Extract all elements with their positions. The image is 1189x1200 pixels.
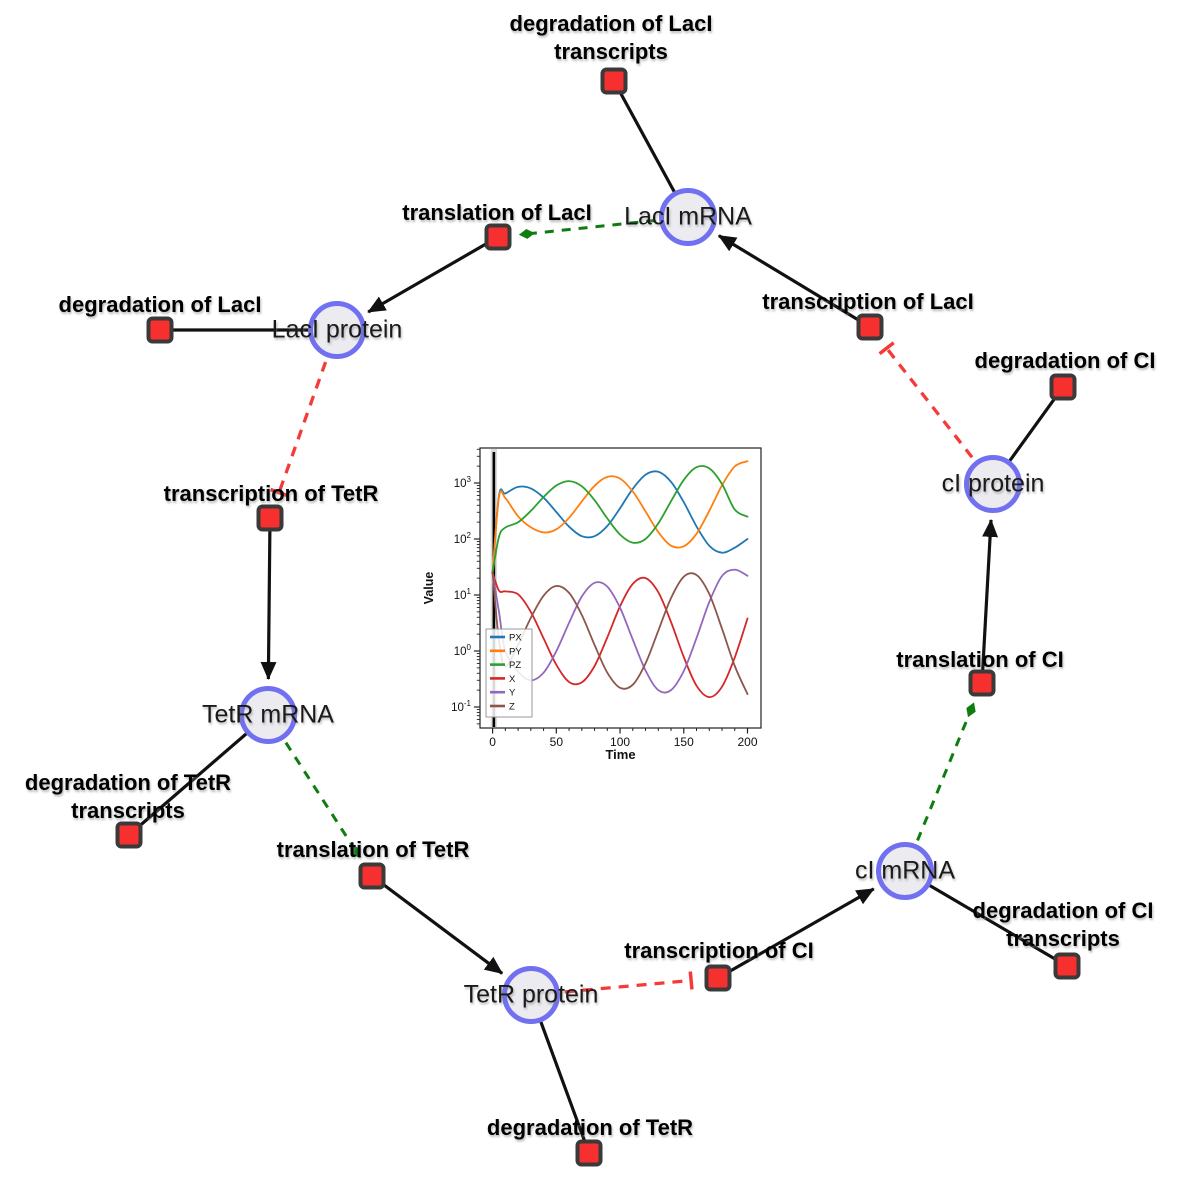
species-label-tetr-protein: TetR protein (463, 980, 599, 1009)
edge-transcription-of-ci-to-ci-mrna (717, 887, 875, 980)
reaction-node-transcription-of-laci[interactable] (856, 313, 884, 341)
x-tick-label: 150 (674, 735, 694, 749)
reaction-label-translation-of-laci: translation of LacI (402, 200, 592, 225)
x-tick-label: 200 (737, 735, 757, 749)
edge-translation-of-tetr-to-tetr-protein (371, 874, 504, 975)
series-PX (491, 470, 749, 574)
reaction-label-degradation-of-ci: degradation of CI (974, 348, 1156, 373)
reaction-node-transcription-of-tetr[interactable] (256, 504, 284, 532)
reaction-node-transcription-of-ci[interactable] (704, 964, 732, 992)
reaction-node-translation-of-ci[interactable] (968, 669, 996, 697)
edge-tetr-mrna-to-degradation-of-tetr-transcripts (127, 713, 270, 837)
edge-tetr-mrna-to-translation-of-tetr (284, 741, 362, 859)
reaction-label-degradation-of-tetr-transcripts: degradation of TetR transcripts (24, 770, 232, 823)
species-node-ci-mrna[interactable] (876, 842, 934, 900)
y-tick-label: 10-1 (451, 699, 471, 714)
edge-ci-mrna-to-degradation-of-ci-transcripts (904, 869, 1068, 968)
legend-label-X: X (509, 674, 516, 685)
species-label-laci-mrna: LacI mRNA (624, 202, 752, 231)
reaction-label-degradation-of-laci-transcripts: degradation of LacI transcripts (509, 11, 713, 64)
series-PY (491, 460, 749, 574)
edge-translation-of-laci-to-laci-protein (367, 235, 499, 314)
y-tick-label: 100 (454, 643, 472, 658)
reaction-label-translation-of-ci: translation of CI (896, 647, 1064, 672)
y-tick-label: 101 (454, 587, 472, 602)
reaction-node-degradation-of-ci[interactable] (1049, 373, 1077, 401)
x-tick-label: 100 (610, 735, 630, 749)
x-axis-title: Time (605, 747, 635, 762)
legend-label-Z: Z (509, 702, 515, 713)
y-axis-title: Value (422, 572, 436, 605)
reaction-label-degradation-of-laci: degradation of LacI (58, 292, 262, 317)
species-label-tetr-mrna: TetR mRNA (202, 700, 334, 729)
edge-ci-mrna-to-translation-of-ci (916, 702, 976, 842)
legend-label-PZ: PZ (509, 660, 521, 671)
reaction-node-degradation-of-laci[interactable] (146, 316, 174, 344)
edge-laci-mrna-to-translation-of-laci (518, 218, 656, 239)
edge-tetr-protein-to-transcription-of-ci (564, 971, 694, 994)
edge-ci-protein-to-transcription-of-laci (878, 341, 974, 459)
edge-transcription-of-tetr-to-tetr-mrna (260, 517, 277, 681)
edge-laci-protein-to-transcription-of-tetr (269, 361, 328, 498)
reaction-label-degradation-of-tetr: degradation of TetR (486, 1115, 694, 1140)
series-PZ (491, 465, 749, 574)
legend-label-PX: PX (509, 633, 522, 644)
species-node-ci-protein[interactable] (964, 455, 1022, 513)
x-tick-label: 50 (550, 735, 564, 749)
x-tick-label: 0 (489, 735, 496, 749)
species-label-ci-protein: cI protein (941, 469, 1045, 498)
reaction-node-degradation-of-laci-transcripts[interactable] (600, 67, 628, 95)
edge-transcription-of-laci-to-laci-mrna (717, 234, 871, 329)
reaction-label-translation-of-tetr: translation of TetR (276, 837, 470, 862)
series-X (491, 571, 749, 698)
species-node-tetr-mrna[interactable] (239, 686, 297, 744)
inset-plot: 0 50 100 150 200 103 102 101 100 10-1 Time Value PX P… (420, 435, 780, 770)
reaction-label-degradation-of-ci-transcripts: degradation of CI transcripts (972, 898, 1154, 951)
species-label-ci-mrna: cI mRNA (855, 856, 955, 885)
reaction-node-translation-of-tetr[interactable] (358, 862, 386, 890)
reaction-label-transcription-of-ci: transcription of CI (624, 938, 814, 963)
species-node-laci-protein[interactable] (308, 301, 366, 359)
legend-label-Y: Y (509, 688, 516, 699)
legend: PX PY PZ XYZ (485, 628, 533, 718)
reaction-label-transcription-of-laci: transcription of LacI (762, 289, 974, 314)
y-tick-label: 103 (454, 475, 472, 490)
reaction-node-translation-of-laci[interactable] (484, 223, 512, 251)
y-tick-label: 102 (454, 531, 472, 546)
reaction-node-degradation-of-tetr-transcripts[interactable] (115, 821, 143, 849)
reaction-node-degradation-of-ci-transcripts[interactable] (1053, 952, 1081, 980)
legend-label-PY: PY (509, 646, 522, 657)
inset-plot-svg: 0 50 100 150 20010310210110010-1TimeValuePXP… (422, 447, 762, 762)
reaction-node-degradation-of-tetr[interactable] (575, 1139, 603, 1167)
species-node-tetr-protein[interactable] (502, 966, 560, 1024)
species-label-laci-protein: LacI protein (271, 315, 403, 344)
edge-translation-of-ci-to-ci-protein (980, 518, 999, 684)
species-node-laci-mrna[interactable] (659, 188, 717, 246)
reaction-label-transcription-of-tetr: transcription of TetR (163, 481, 379, 506)
